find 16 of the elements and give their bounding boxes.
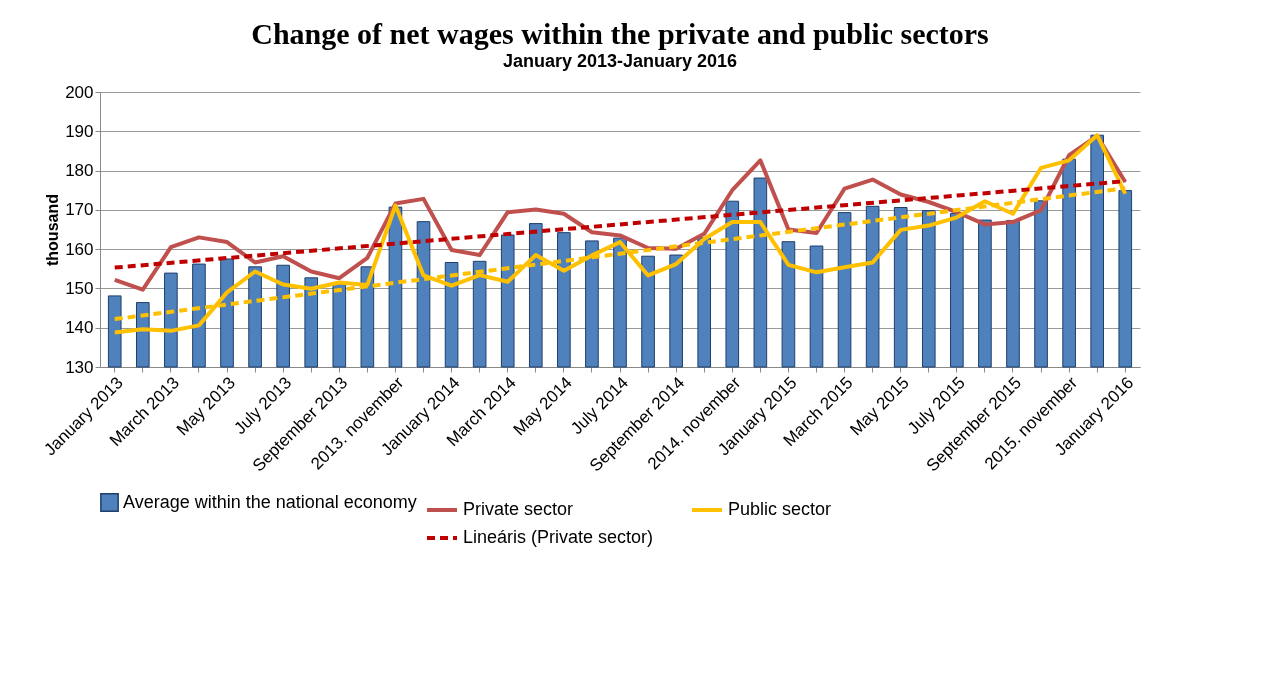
y-tick-label: 150 (65, 278, 94, 298)
chart-title: Change of net wages within the private and public sectors (251, 17, 989, 50)
y-tick-label: 200 (65, 82, 94, 102)
y-axis-title: thousand (44, 194, 62, 266)
line-series (112, 133, 1128, 335)
legend-label: Private sector (463, 499, 574, 519)
y-tick-label: 140 (65, 318, 94, 338)
legend-label: Lineáris (Private sector) (463, 527, 654, 547)
y-tick-label: 170 (65, 200, 94, 220)
chart-subtitle: January 2013-January 2016 (502, 51, 738, 71)
y-tick-label: 180 (65, 161, 94, 181)
y-tick-label: 130 (65, 357, 94, 377)
y-tick-label: 160 (65, 239, 94, 259)
y-tick-label: 190 (65, 121, 94, 141)
legend-label: Average within the national economy (123, 491, 417, 512)
legend-label: Public sector (728, 499, 832, 519)
